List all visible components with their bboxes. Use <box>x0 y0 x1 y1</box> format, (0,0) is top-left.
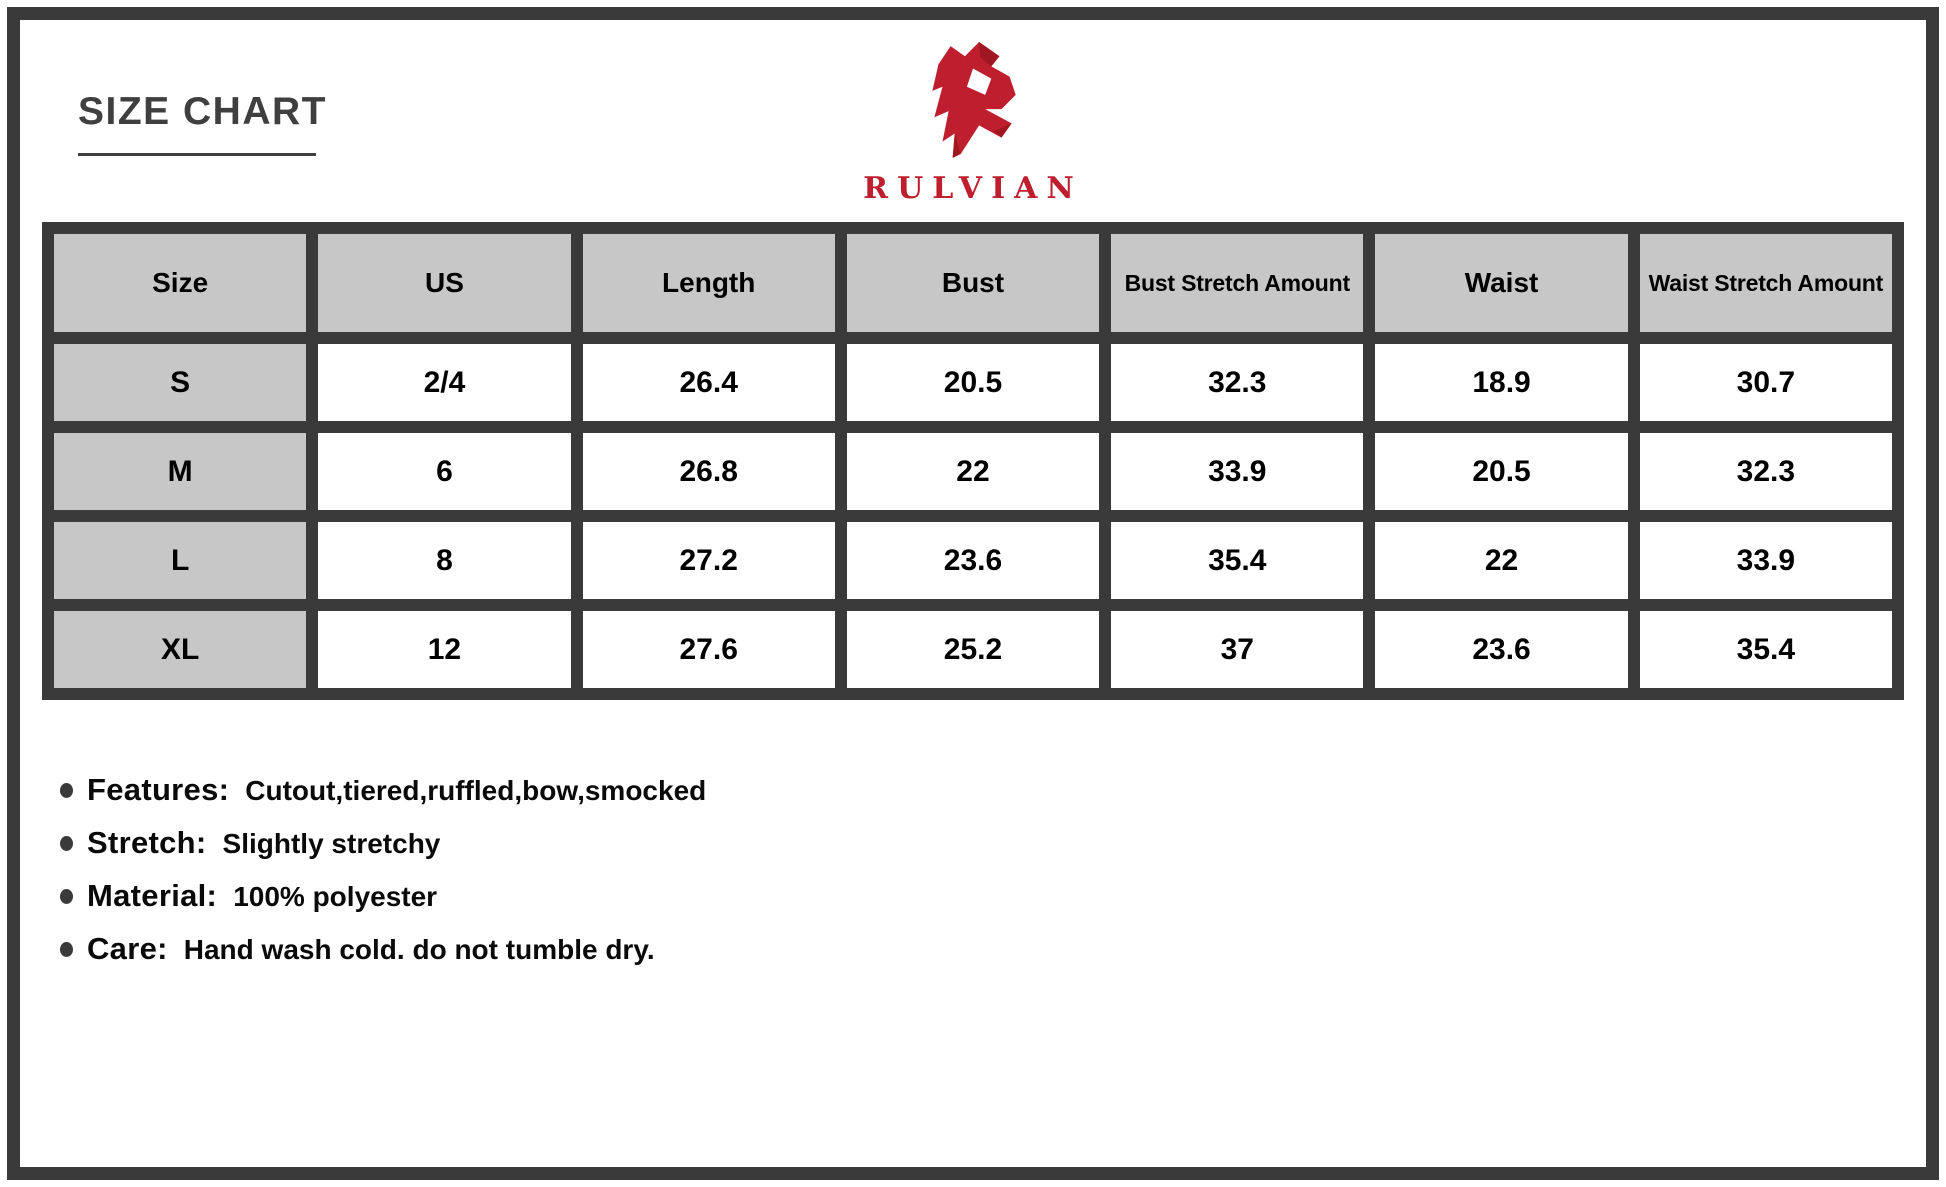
value-cell: 20.5 <box>846 344 1100 421</box>
value-cell: 33.9 <box>1111 433 1364 510</box>
value-cell: 18.9 <box>1375 344 1628 421</box>
bullet-icon <box>60 941 73 957</box>
value-cell: 6 <box>318 433 571 510</box>
size-cell: M <box>54 433 307 510</box>
size-table-head: Size US Length Bust Bust Stretch Amount … <box>54 234 1892 332</box>
table-row-xl: XL 12 27.6 25.2 37 23.6 35.4 <box>54 611 1892 688</box>
product-details-list: Features: Cutout,tiered,ruffled,bow,smoc… <box>60 772 706 984</box>
detail-item-stretch: Stretch: Slightly stretchy <box>60 825 706 861</box>
value-cell: 33.9 <box>1639 522 1892 599</box>
size-cell: S <box>54 344 307 421</box>
value-cell: 23.6 <box>1375 611 1628 688</box>
value-cell: 37 <box>1111 611 1364 688</box>
value-cell: 27.6 <box>582 611 835 688</box>
detail-value: 100% polyester <box>233 881 438 912</box>
detail-value: Cutout,tiered,ruffled,bow,smocked <box>245 775 707 806</box>
value-cell: 32.3 <box>1639 433 1892 510</box>
value-cell: 35.4 <box>1639 611 1892 688</box>
brand-logo: RULVIAN <box>813 40 1133 206</box>
detail-label: Features: <box>87 772 230 807</box>
title-block: SIZE CHART <box>78 92 327 156</box>
header-cell-length: Length <box>582 234 835 332</box>
header-cell-us: US <box>318 234 571 332</box>
value-cell: 27.2 <box>582 522 835 599</box>
value-cell: 30.7 <box>1639 344 1892 421</box>
value-cell: 20.5 <box>1375 433 1628 510</box>
value-cell: 22 <box>846 433 1100 510</box>
table-row-m: M 6 26.8 22 33.9 20.5 32.3 <box>54 433 1892 510</box>
detail-item-care: Care: Hand wash cold. do not tumble dry. <box>60 931 706 967</box>
bullet-icon <box>60 782 73 798</box>
value-cell: 26.8 <box>582 433 835 510</box>
size-table: Size US Length Bust Bust Stretch Amount … <box>42 222 1904 700</box>
detail-value: Slightly stretchy <box>222 828 441 859</box>
detail-label: Care: <box>87 931 168 966</box>
value-cell: 2/4 <box>318 344 571 421</box>
detail-label: Stretch: <box>87 825 207 860</box>
value-cell: 8 <box>318 522 571 599</box>
value-cell: 22 <box>1375 522 1628 599</box>
header-cell-size: Size <box>54 234 307 332</box>
size-table-body: S 2/4 26.4 20.5 32.3 18.9 30.7 M 6 26.8 … <box>54 344 1892 688</box>
value-cell: 35.4 <box>1111 522 1364 599</box>
bullet-icon <box>60 835 73 851</box>
page-border-frame <box>7 7 1939 1180</box>
brand-wordmark: RULVIAN <box>863 171 1083 206</box>
bullet-icon <box>60 888 73 904</box>
detail-item-features: Features: Cutout,tiered,ruffled,bow,smoc… <box>60 772 706 808</box>
header-cell-bust: Bust <box>846 234 1100 332</box>
size-cell: L <box>54 522 307 599</box>
value-cell: 25.2 <box>846 611 1100 688</box>
title-underline <box>78 153 316 156</box>
detail-item-material: Material: 100% polyester <box>60 878 706 914</box>
table-row-s: S 2/4 26.4 20.5 32.3 18.9 30.7 <box>54 344 1892 421</box>
header-cell-waist-stretch: Waist Stretch Amount <box>1639 234 1892 332</box>
value-cell: 26.4 <box>582 344 835 421</box>
page-title: SIZE CHART <box>78 90 327 133</box>
header-row: Size US Length Bust Bust Stretch Amount … <box>54 234 1892 332</box>
value-cell: 12 <box>318 611 571 688</box>
detail-value: Hand wash cold. do not tumble dry. <box>183 934 655 965</box>
header-cell-waist: Waist <box>1375 234 1628 332</box>
value-cell: 23.6 <box>846 522 1100 599</box>
detail-label: Material: <box>87 878 218 913</box>
header-cell-bust-stretch: Bust Stretch Amount <box>1111 234 1364 332</box>
value-cell: 32.3 <box>1111 344 1364 421</box>
rulvian-r-logo-icon <box>922 40 1024 162</box>
size-cell: XL <box>54 611 307 688</box>
table-row-l: L 8 27.2 23.6 35.4 22 33.9 <box>54 522 1892 599</box>
